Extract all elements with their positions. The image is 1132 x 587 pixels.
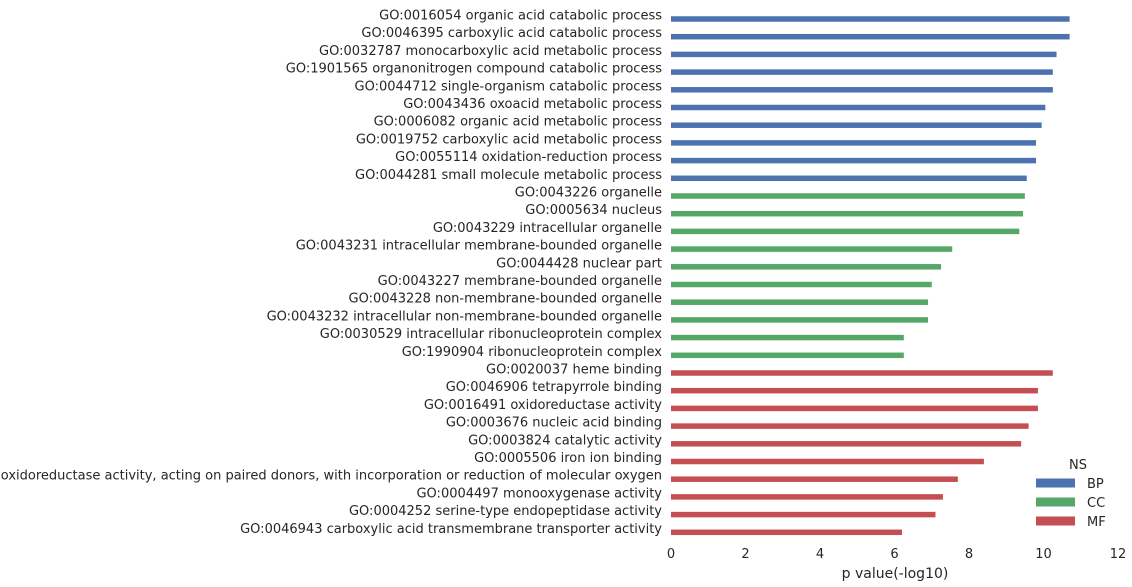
legend-swatch-bp: [1036, 478, 1075, 488]
category-label: GO:0043232 intracellular non-membrane-bo…: [267, 309, 662, 324]
bar-mf: [671, 476, 958, 482]
category-label: GO:0003676 nucleic acid binding: [446, 416, 662, 431]
bar-bp: [671, 16, 1070, 22]
x-tick-label: 10: [1035, 547, 1052, 562]
bar-cc: [671, 193, 1025, 199]
bars: [671, 16, 1070, 536]
category-label: GO:0030529 intracellular ribonucleoprote…: [320, 327, 663, 342]
bar-mf: [671, 511, 936, 518]
category-label: GO:0043228 non-membrane-bounded organell…: [349, 292, 663, 307]
category-label: GO:0043436 oxoacid metabolic process: [403, 97, 662, 112]
category-label: GO:0005506 iron ion binding: [474, 451, 662, 466]
bar-bp: [671, 33, 1070, 40]
bar-mf: [671, 458, 984, 465]
category-label: GO:0044712 single-organism catabolic pro…: [355, 79, 663, 94]
x-tick-labels: 0 2 4 6 8 10 12: [667, 547, 1126, 562]
category-label: GO:0016054 organic acid catabolic proces…: [379, 9, 662, 24]
legend-label-bp: BP: [1087, 477, 1104, 492]
category-label: GO:0006082 organic acid metabolic proces…: [374, 115, 663, 130]
bar-bp: [671, 87, 1053, 93]
category-label: GO:1901565 organonitrogen compound catab…: [286, 62, 662, 77]
bar-cc: [671, 264, 942, 270]
category-label: GO:0044281 small molecule metabolic proc…: [355, 168, 662, 183]
bar-mf: [671, 441, 1022, 447]
x-tick-label: 12: [1110, 547, 1127, 562]
bar-mf: [671, 405, 1038, 412]
bar-bp: [671, 157, 1037, 164]
bar-cc: [671, 228, 1020, 235]
category-label: GO:0020037 heme binding: [486, 363, 662, 378]
legend-title: NS: [1069, 458, 1087, 473]
x-tick-label: 2: [741, 547, 749, 562]
category-label: GO:0004497 monooxygenase activity: [416, 486, 662, 501]
x-tick-label: 4: [816, 547, 824, 562]
category-label: GO:0044428 nuclear part: [496, 256, 662, 271]
legend: NS BP CC MF: [1036, 458, 1106, 530]
category-label: GO:0016705 oxidoreductase activity, acti…: [0, 469, 662, 484]
category-label: GO:0046906 tetrapyrrole binding: [446, 380, 662, 395]
legend-items: BP CC MF: [1036, 477, 1106, 530]
bar-cc: [671, 210, 1024, 217]
bar-cc: [671, 299, 929, 305]
x-tick-label: 6: [890, 547, 898, 562]
bar-cc: [671, 246, 953, 252]
legend-swatch-cc: [1036, 497, 1075, 507]
category-label: GO:1990904 ribonucleoprotein complex: [402, 345, 663, 360]
category-label: GO:0016491 oxidoreductase activity: [424, 398, 662, 413]
bar-bp: [671, 122, 1042, 128]
bar-mf: [671, 387, 1038, 394]
bar-bp: [671, 51, 1057, 58]
category-label: GO:0005634 nucleus: [525, 203, 662, 218]
bar-mf: [671, 529, 902, 536]
legend-label-cc: CC: [1087, 496, 1105, 511]
bar-bp: [671, 104, 1046, 111]
bar-cc: [671, 317, 929, 323]
bar-cc: [671, 281, 932, 288]
category-label: GO:0003824 catalytic activity: [468, 433, 662, 448]
x-tick-label: 8: [965, 547, 973, 562]
x-axis-title: p value(-log10): [842, 566, 949, 582]
category-label: GO:0043226 organelle: [515, 186, 662, 201]
legend-label-mf: MF: [1087, 515, 1106, 530]
category-labels: GO:0016054 organic acid catabolic proces…: [0, 9, 662, 537]
bar-bp: [671, 69, 1053, 75]
bar-mf: [671, 423, 1029, 429]
x-tick-label: 0: [667, 547, 675, 562]
bar-cc: [671, 334, 904, 341]
category-label: GO:0032787 monocarboxylic acid metabolic…: [319, 44, 662, 59]
bar-cc: [671, 352, 904, 359]
category-label: GO:0004252 serine-type endopeptidase act…: [349, 504, 662, 519]
legend-swatch-mf: [1036, 516, 1075, 526]
category-label: GO:0019752 carboxylic acid metabolic pro…: [356, 132, 662, 147]
category-label: GO:0046943 carboxylic acid transmembrane…: [240, 522, 662, 537]
bar-bp: [671, 175, 1027, 182]
category-label: GO:0043227 membrane-bounded organelle: [378, 274, 662, 289]
category-label: GO:0043231 intracellular membrane-bounde…: [296, 239, 662, 254]
bar-mf: [671, 370, 1053, 376]
category-label: GO:0055114 oxidation-reduction process: [395, 150, 662, 165]
category-label: GO:0043229 intracellular organelle: [433, 221, 662, 236]
category-label: GO:0046395 carboxylic acid catabolic pro…: [361, 26, 662, 41]
bar-mf: [671, 494, 943, 500]
bar-bp: [671, 140, 1037, 146]
